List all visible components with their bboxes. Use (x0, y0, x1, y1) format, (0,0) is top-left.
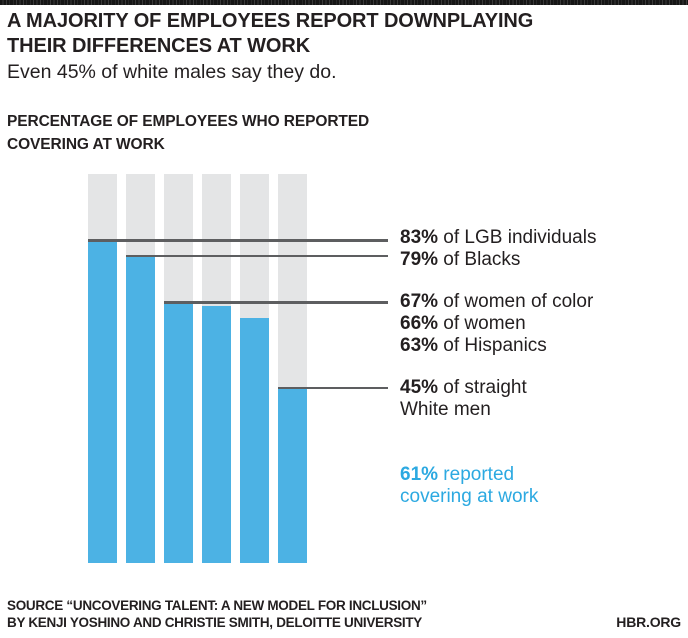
annotation-group-top: 83% of LGB individuals 79% of Blacks (400, 227, 596, 271)
bar-hispanics (240, 317, 269, 563)
source-credit: SOURCE “UNCOVERING TALENT: A NEW MODEL F… (7, 597, 427, 631)
leader-line-67 (164, 301, 388, 304)
hbr-logo-text: HBR.ORG (616, 614, 681, 630)
label-blacks-value: 79% (400, 249, 439, 270)
label-lgb: 83% of LGB individuals (400, 227, 596, 249)
label-overall-line1: 61% reported (400, 464, 538, 486)
label-women-of-color-text: of women of color (438, 291, 594, 312)
label-overall-line2: covering at work (400, 486, 539, 507)
bar-straight-white-men (278, 387, 307, 563)
annotation-group-middle: 67% of women of color 66% of women 63% o… (400, 291, 593, 357)
label-hispanics-text: of Hispanics (438, 335, 547, 356)
bar-women-of-color (164, 302, 193, 563)
annotation-overall: 61% reported covering at work (400, 464, 538, 508)
title-line-2: THEIR DIFFERENCES AT WORK (7, 34, 311, 57)
source-authors: BY KENJI YOSHINO AND CHRISTIE SMITH, DEL… (7, 615, 423, 630)
label-women-of-color: 67% of women of color (400, 291, 593, 313)
title-line-1: A MAJORITY OF EMPLOYEES REPORT DOWNPLAYI… (7, 10, 534, 32)
bar-lgb-individuals (88, 240, 117, 563)
label-women-text: of women (438, 313, 526, 334)
page-title: A MAJORITY OF EMPLOYEES REPORT DOWNPLAYI… (7, 9, 647, 58)
source-label: SOURCE (7, 598, 63, 613)
label-blacks: 79% of Blacks (400, 249, 596, 271)
bar-women (202, 306, 231, 563)
source-title: “UNCOVERING TALENT: A NEW MODEL FOR INCL… (62, 598, 427, 613)
label-overall-text: reported (438, 464, 515, 485)
top-rule (0, 0, 688, 5)
label-blacks-text: of Blacks (438, 249, 521, 270)
label-straight-white-men-line2: White men (400, 399, 491, 420)
label-straight-white-men-line1: 45% of straight (400, 377, 527, 399)
label-hispanics-value: 63% (400, 335, 439, 356)
label-lgb-text: of LGB individuals (438, 227, 597, 248)
label-overall-value: 61% (400, 464, 439, 485)
chart-axis-label-line-2: COVERING AT WORK (7, 136, 165, 153)
leader-line-83 (88, 239, 388, 242)
label-straight-white-men-value: 45% (400, 377, 439, 398)
label-women-value: 66% (400, 313, 439, 334)
annotation-straight-white-men: 45% of straight White men (400, 377, 527, 421)
label-hispanics: 63% of Hispanics (400, 335, 593, 357)
leader-line-79 (126, 254, 388, 258)
label-women: 66% of women (400, 313, 593, 335)
label-straight-white-men-text: of straight (438, 377, 527, 398)
bar-blacks (126, 255, 155, 563)
label-women-of-color-value: 67% (400, 291, 439, 312)
chart-axis-label: PERCENTAGE OF EMPLOYEES WHO REPORTED COV… (7, 110, 507, 156)
subtitle: Even 45% of white males say they do. (7, 61, 337, 83)
label-lgb-value: 83% (400, 227, 439, 248)
leader-line-45 (278, 386, 388, 390)
chart-axis-label-line-1: PERCENTAGE OF EMPLOYEES WHO REPORTED (7, 113, 370, 130)
